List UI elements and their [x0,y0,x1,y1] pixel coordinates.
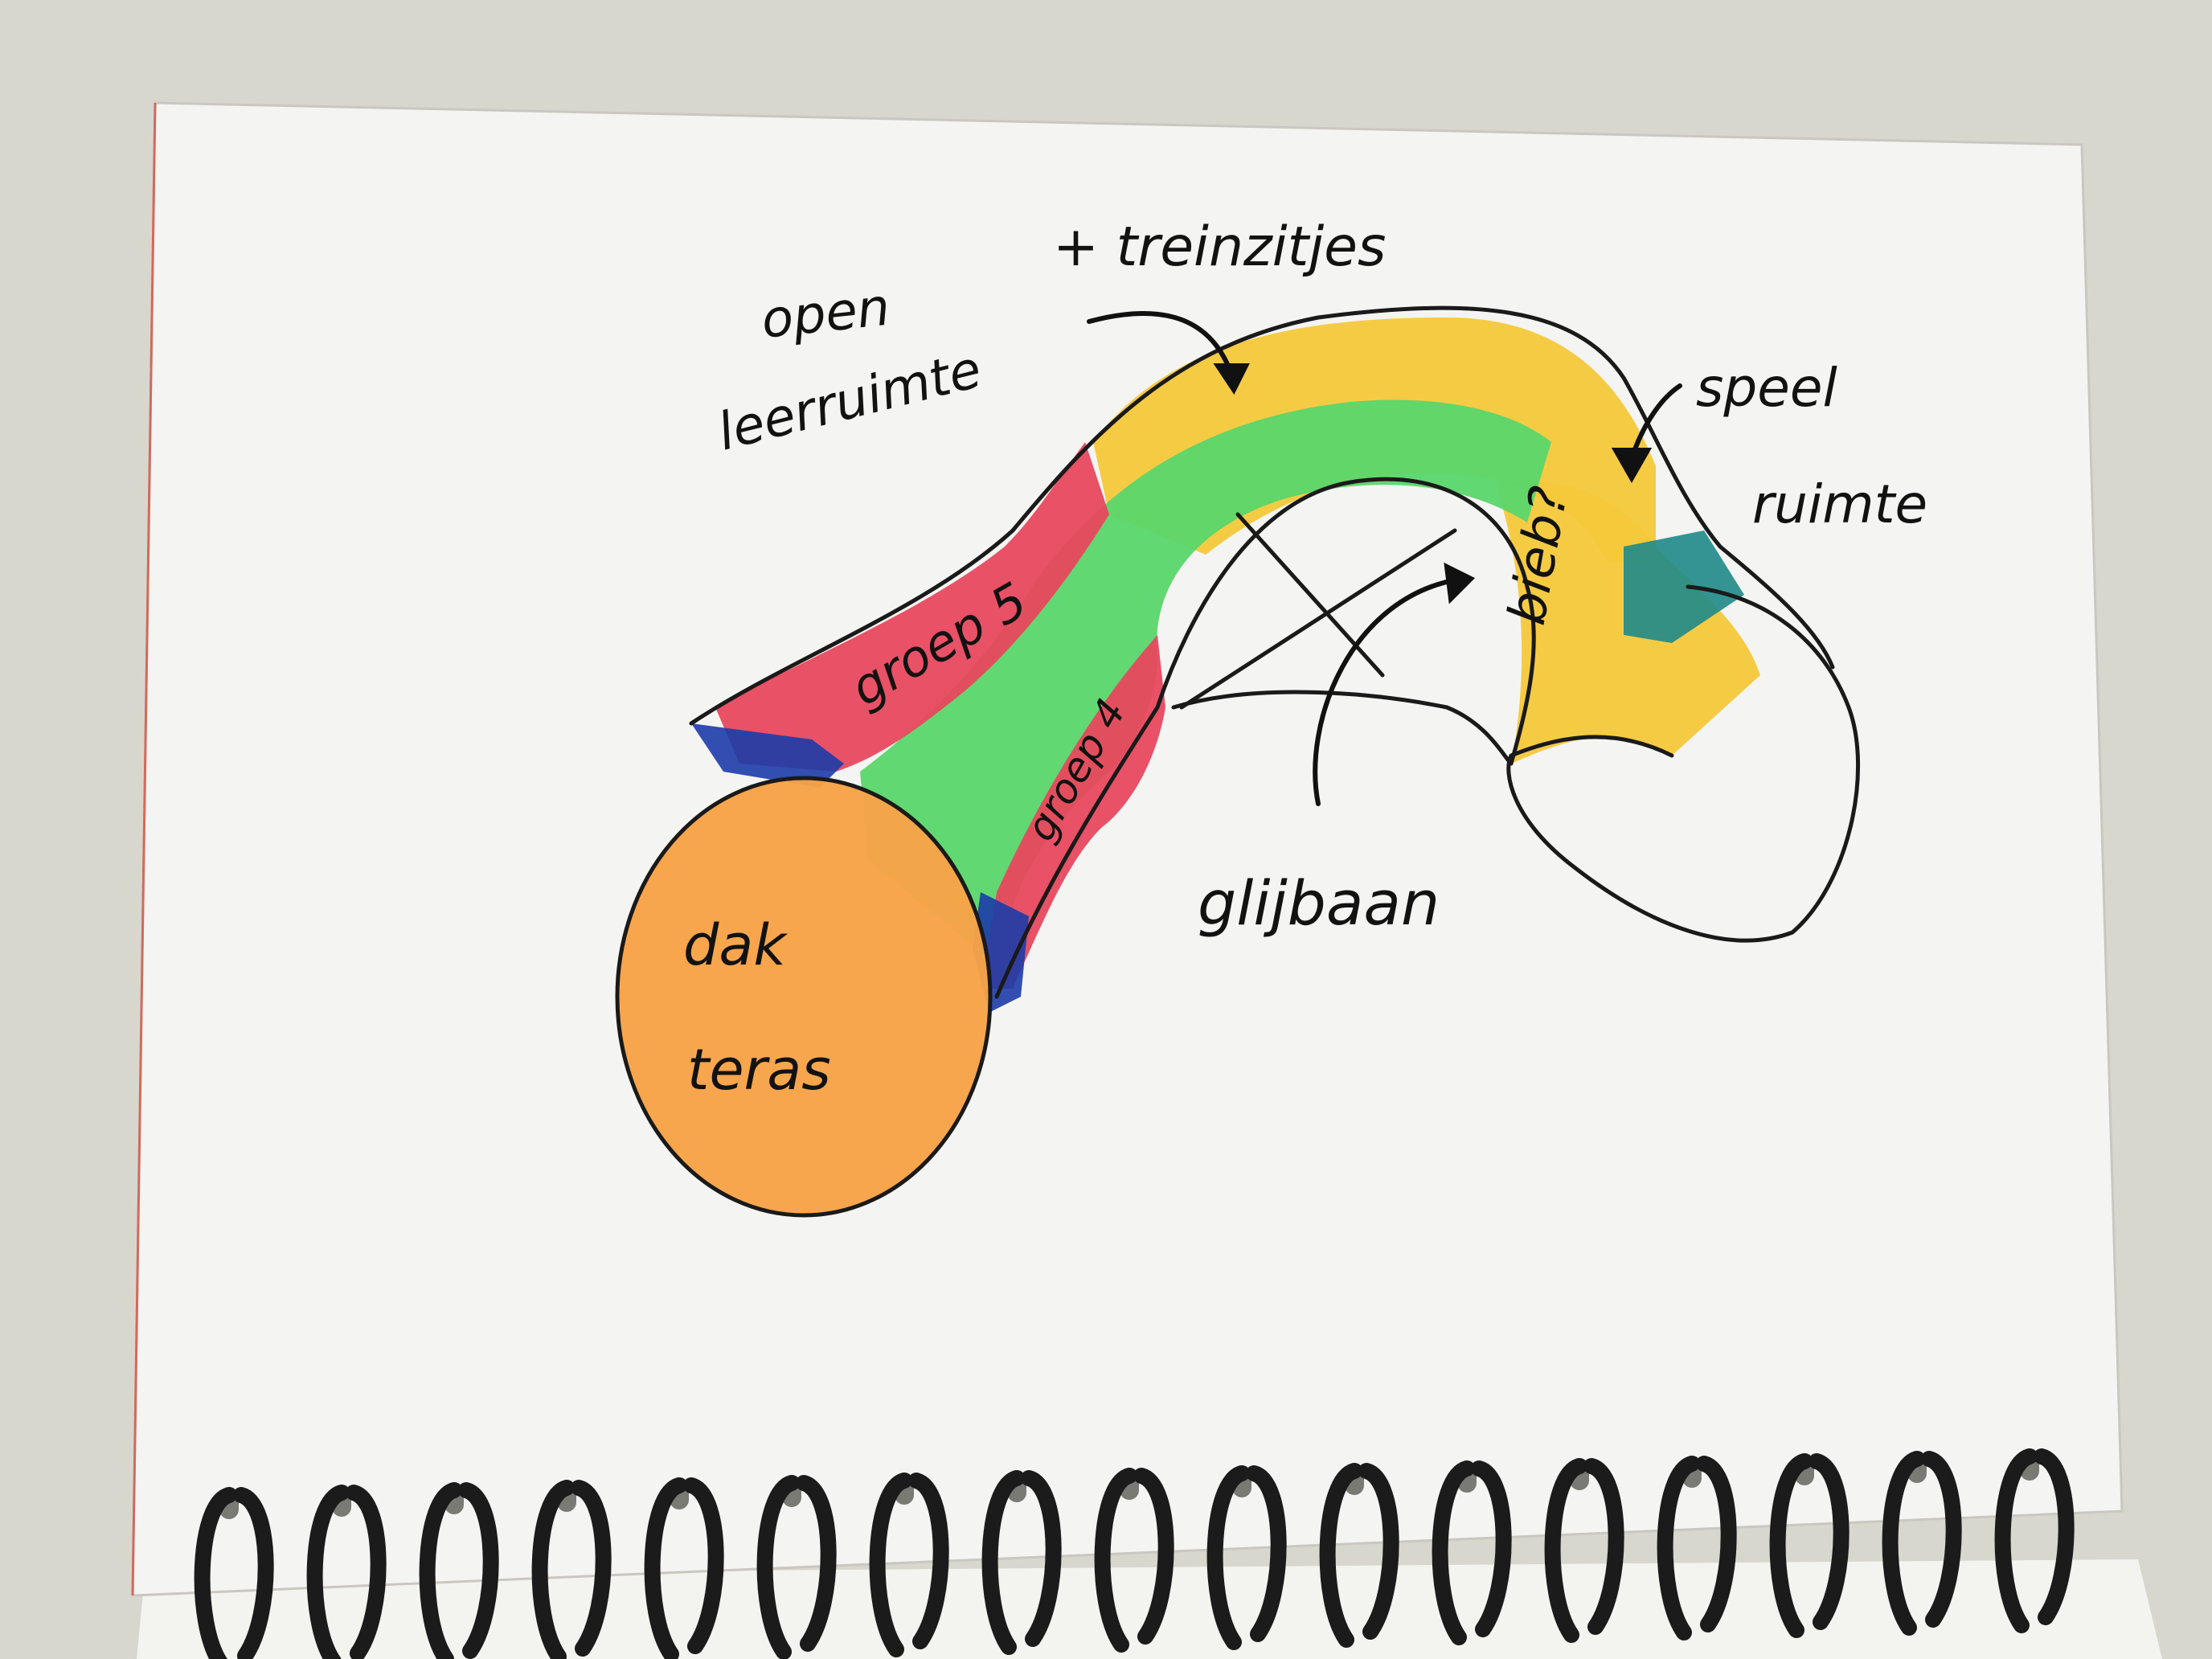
binding-ring [1206,1465,1287,1650]
binding-ring [1882,1451,1962,1636]
binding-ring [1432,1460,1512,1645]
label-treinzitjes: + treinzitjes [1053,215,1386,279]
binding-ring [306,1485,387,1659]
binding-ring [1769,1453,1849,1638]
binding-ring [1657,1456,1737,1641]
zone-dakterras [619,780,989,1214]
outline-top-edge [689,305,1835,726]
arrow-open-leerruimte-icon [1087,310,1250,395]
outline-inner-arch [994,477,1536,999]
label-dak: dak [683,912,788,978]
cross-x-line-1 [1235,512,1385,678]
label-ruimte: ruimte [1752,473,1927,535]
paper-edge-red [131,102,157,1596]
binding-ring [869,1473,949,1657]
zone-groep5 [715,442,1109,772]
outline-right-loop [1506,584,1861,943]
outline-loop-inner [1171,690,1514,766]
zone-speelruimte [1624,530,1744,643]
label-teras: teras [687,1037,831,1103]
binding-ring [1994,1448,2075,1633]
spiral-binding-icon [194,1448,2075,1659]
outline-dakterras [615,776,993,1218]
binding-ring [1319,1463,1399,1648]
arrow-speelruimte-icon [1611,383,1682,484]
label-open: open [759,278,893,350]
binding-ring [756,1475,837,1659]
binding-ring [981,1470,1062,1655]
binding-ring [1544,1458,1624,1643]
paper-sheet [131,101,2124,1597]
label-glijbaan: glijbaan [1198,867,1440,939]
binding-ring [419,1482,499,1659]
zone-groep4 [981,635,1165,989]
binding-ring [531,1480,612,1659]
label-speel: speel [1696,357,1837,419]
binding-ring [194,1487,274,1659]
arrow-glijbaan-icon [1313,562,1476,806]
binding-ring [644,1477,724,1659]
cross-x-line-2 [1179,528,1457,710]
zone-entrance-left [691,723,844,788]
binding-ring [1094,1468,1174,1653]
